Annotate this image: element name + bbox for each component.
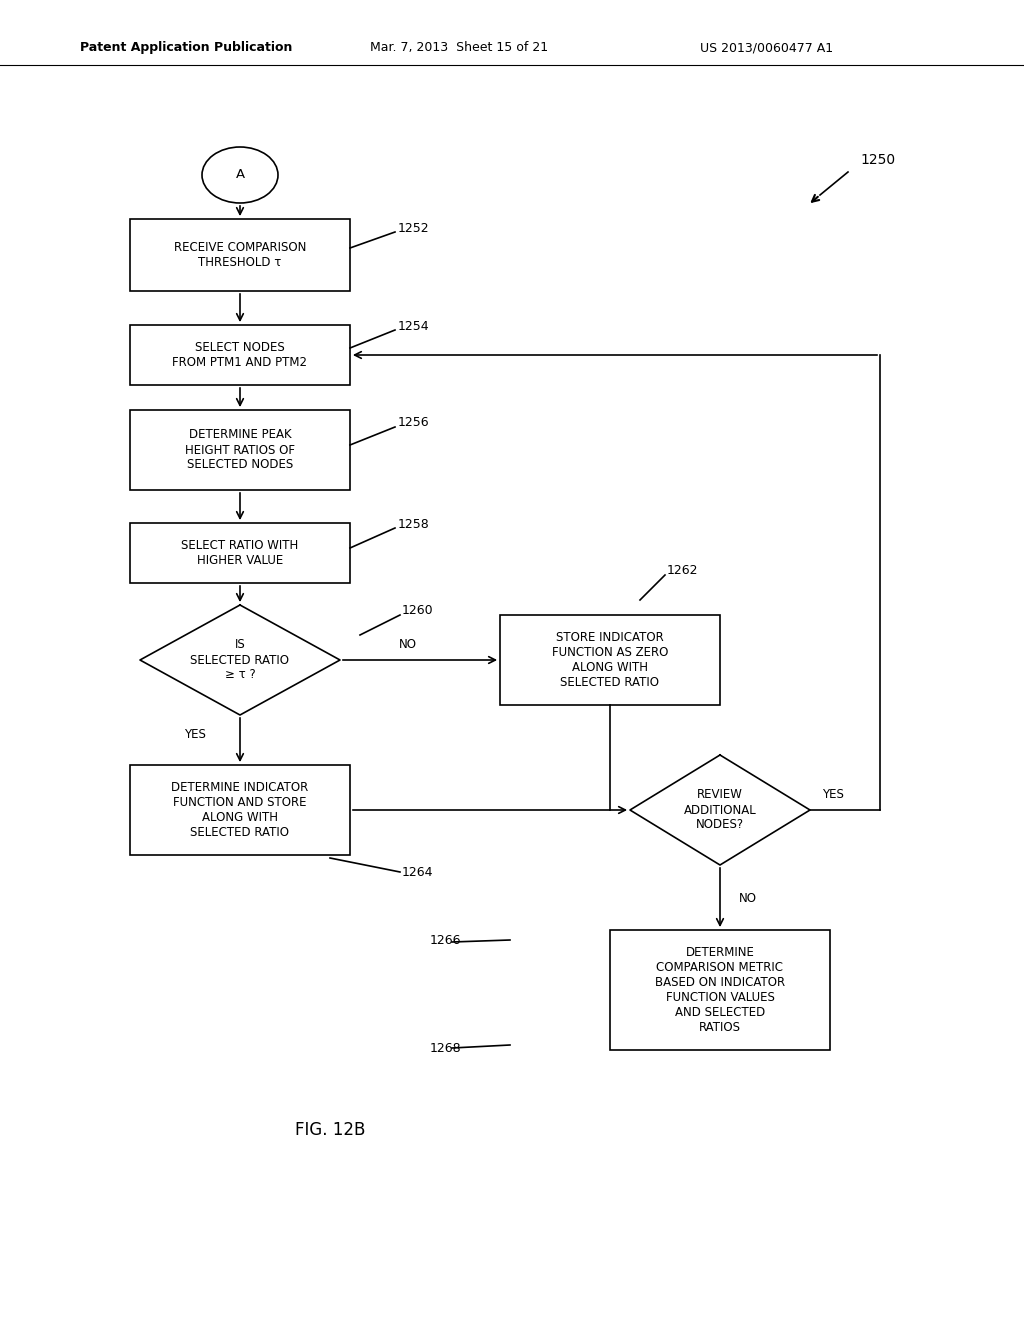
Text: REVIEW
ADDITIONAL
NODES?: REVIEW ADDITIONAL NODES? — [684, 788, 757, 832]
Text: Mar. 7, 2013  Sheet 15 of 21: Mar. 7, 2013 Sheet 15 of 21 — [370, 41, 548, 54]
Text: 1254: 1254 — [398, 319, 430, 333]
Text: 1260: 1260 — [402, 605, 433, 618]
Text: 1252: 1252 — [398, 222, 430, 235]
Text: 1258: 1258 — [398, 517, 430, 531]
Text: 1262: 1262 — [667, 564, 698, 577]
Text: A: A — [236, 169, 245, 181]
Text: 1256: 1256 — [398, 417, 430, 429]
Bar — [610, 931, 830, 1049]
Bar — [130, 219, 350, 290]
Text: YES: YES — [184, 729, 206, 742]
Ellipse shape — [202, 147, 278, 203]
Text: 1266: 1266 — [430, 933, 462, 946]
Text: DETERMINE PEAK
HEIGHT RATIOS OF
SELECTED NODES: DETERMINE PEAK HEIGHT RATIOS OF SELECTED… — [185, 429, 295, 471]
Text: RECEIVE COMPARISON
THRESHOLD τ: RECEIVE COMPARISON THRESHOLD τ — [174, 242, 306, 269]
Text: NO: NO — [399, 639, 417, 652]
Text: DETERMINE
COMPARISON METRIC
BASED ON INDICATOR
FUNCTION VALUES
AND SELECTED
RATI: DETERMINE COMPARISON METRIC BASED ON IND… — [655, 946, 785, 1034]
Text: US 2013/0060477 A1: US 2013/0060477 A1 — [700, 41, 834, 54]
Text: 1250: 1250 — [860, 153, 895, 168]
Bar — [500, 615, 720, 705]
Text: YES: YES — [822, 788, 844, 801]
Bar — [130, 325, 350, 385]
Bar — [130, 523, 350, 583]
Text: 1264: 1264 — [402, 866, 433, 879]
Bar — [130, 766, 350, 855]
Text: FIG. 12B: FIG. 12B — [295, 1121, 366, 1139]
Text: SELECT NODES
FROM PTM1 AND PTM2: SELECT NODES FROM PTM1 AND PTM2 — [172, 341, 307, 370]
Text: NO: NO — [739, 891, 757, 904]
Bar — [130, 411, 350, 490]
Text: STORE INDICATOR
FUNCTION AS ZERO
ALONG WITH
SELECTED RATIO: STORE INDICATOR FUNCTION AS ZERO ALONG W… — [552, 631, 669, 689]
Text: Patent Application Publication: Patent Application Publication — [80, 41, 293, 54]
Text: DETERMINE INDICATOR
FUNCTION AND STORE
ALONG WITH
SELECTED RATIO: DETERMINE INDICATOR FUNCTION AND STORE A… — [171, 781, 308, 840]
Text: 1268: 1268 — [430, 1041, 462, 1055]
Text: SELECT RATIO WITH
HIGHER VALUE: SELECT RATIO WITH HIGHER VALUE — [181, 539, 299, 568]
Text: IS
SELECTED RATIO
≥ τ ?: IS SELECTED RATIO ≥ τ ? — [190, 639, 290, 681]
